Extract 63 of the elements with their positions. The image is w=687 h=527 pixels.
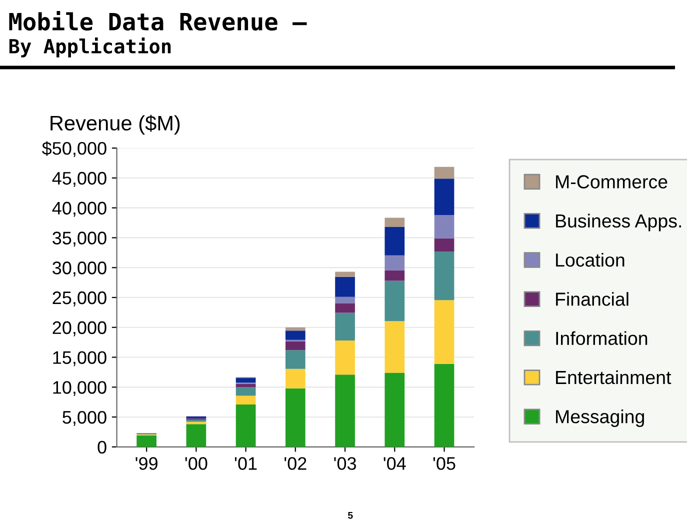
legend-label: Location <box>556 252 624 267</box>
legend-label: Messaging <box>556 410 644 427</box>
legend-label: M-Commerce <box>556 175 668 188</box>
x-tick-label: '01 <box>234 457 257 470</box>
y-tick-label: 10,000 <box>53 381 106 396</box>
x-tick-label: '05 <box>433 457 456 470</box>
y-tick-label: 15,000 <box>53 351 106 366</box>
bar <box>384 226 405 256</box>
bar <box>335 374 355 447</box>
bar <box>236 378 256 383</box>
chart-title: Mobile Data Revenue — <box>9 11 307 31</box>
bar <box>384 372 405 447</box>
bar <box>285 368 306 388</box>
bar <box>285 330 306 340</box>
bar <box>434 300 454 364</box>
y-tick-label: 25,000 <box>52 291 106 306</box>
bar <box>285 350 306 369</box>
bar <box>434 238 454 252</box>
bar <box>285 388 306 447</box>
legend-label: Entertainment <box>556 370 672 384</box>
bar <box>136 436 156 447</box>
y-tick-label: 30,000 <box>52 262 106 276</box>
bar <box>335 272 355 277</box>
bar <box>384 280 405 322</box>
legend-label: Information <box>556 331 648 346</box>
bar <box>236 404 256 447</box>
bar <box>335 312 355 341</box>
bar <box>384 321 405 373</box>
bar <box>186 424 206 447</box>
chart-subtitle: By Application <box>9 38 171 58</box>
text: 5 <box>348 512 353 519</box>
bar <box>434 215 454 238</box>
bar <box>384 270 405 281</box>
y-tick-label: 20,000 <box>52 321 106 336</box>
bar <box>236 384 256 388</box>
bar <box>285 341 306 350</box>
x-tick-label: '02 <box>284 457 306 470</box>
y-tick-label: 5,000 <box>62 410 106 426</box>
x-tick-label: '00 <box>185 457 208 470</box>
bar <box>434 364 454 447</box>
bar <box>285 327 306 331</box>
legend-label: Business Apps. <box>556 214 682 232</box>
y-tick-label: $50,000 <box>42 141 106 157</box>
y-tick-label: 45,000 <box>52 172 106 187</box>
bar <box>335 296 355 304</box>
y-tick-label: 40,000 <box>52 202 106 217</box>
bar <box>236 387 256 396</box>
y-tick-label: 0 <box>98 440 106 454</box>
y-axis-title: Revenue ($M) <box>50 114 180 135</box>
bar <box>434 178 454 216</box>
bar <box>335 276 355 297</box>
bar <box>236 396 256 404</box>
legend-label: Financial <box>556 292 628 306</box>
x-tick-label: '03 <box>334 457 356 470</box>
bar <box>434 166 454 179</box>
bar <box>335 340 355 375</box>
x-tick-label: '04 <box>384 457 406 470</box>
bar <box>434 252 454 300</box>
x-tick-label: '99 <box>136 457 158 470</box>
y-tick-label: 35,000 <box>52 232 106 247</box>
bar <box>335 303 355 313</box>
bar <box>384 255 405 270</box>
bar <box>384 218 405 227</box>
